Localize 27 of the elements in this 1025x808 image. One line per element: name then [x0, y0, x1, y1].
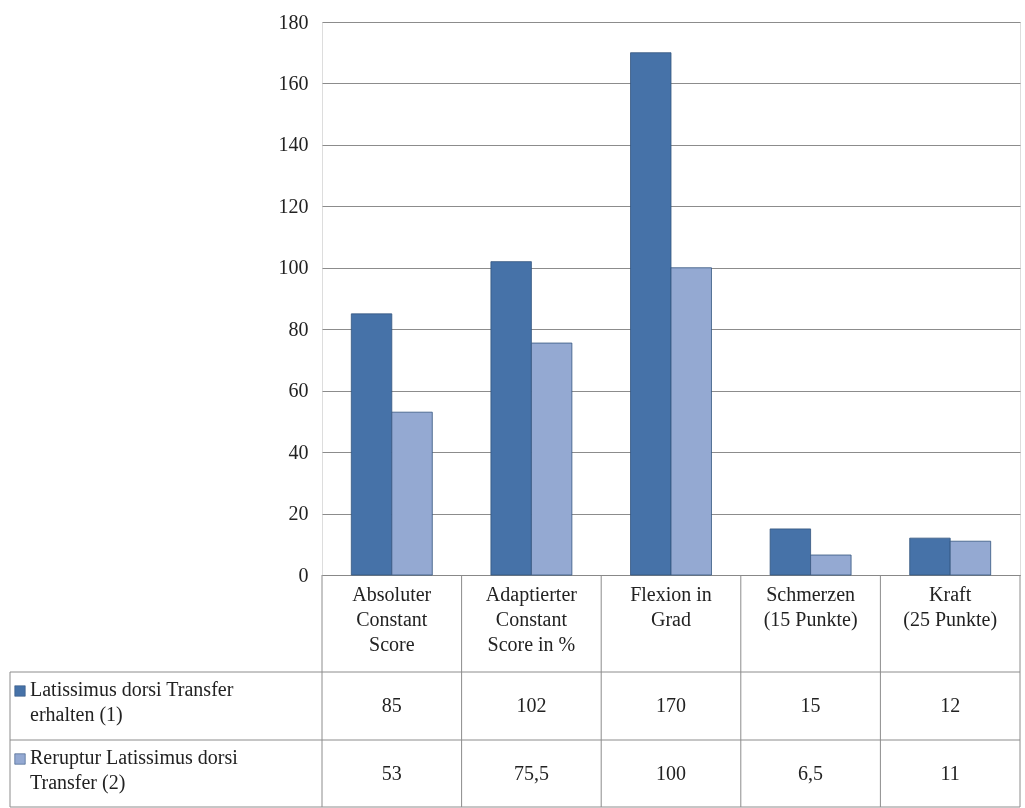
data-label: 12 — [940, 694, 961, 716]
x-tick-label: Flexion in Grad — [630, 583, 712, 630]
data-label: 6,5 — [798, 762, 824, 784]
legend-label: Latissimus dorsi Transfer erhalten (1) — [30, 678, 234, 726]
y-tick-label: 0 — [298, 563, 309, 586]
y-tick-label: 80 — [288, 317, 309, 340]
data-label: 75,5 — [513, 762, 549, 784]
y-tick-label: 140 — [278, 133, 309, 156]
y-tick-label: 60 — [288, 379, 309, 402]
y-tick-label: 40 — [288, 440, 309, 463]
y-tick-label: 180 — [278, 10, 309, 33]
y-tick-label: 160 — [278, 71, 309, 94]
x-tick-label: Schmerzen (15 Punkte) — [763, 583, 858, 631]
data-label: 15 — [800, 694, 821, 716]
x-tick-label: Absoluter Constant Score — [352, 583, 432, 655]
data-label: 170 — [656, 694, 686, 716]
y-tick-label: 20 — [288, 502, 309, 525]
data-label: 100 — [656, 762, 686, 784]
y-tick-label: 120 — [278, 194, 309, 217]
x-tick-label: Adaptierter Constant Score in % — [485, 583, 578, 655]
data-label: 85 — [381, 694, 402, 716]
legend-label: Reruptur Latissimus dorsi Transfer (2) — [30, 746, 239, 794]
x-tick-label: Kraft (25 Punkte) — [903, 583, 998, 631]
data-label: 102 — [516, 694, 547, 716]
data-label: 53 — [381, 762, 402, 784]
data-label: 11 — [940, 762, 960, 784]
y-tick-label: 100 — [278, 256, 309, 279]
